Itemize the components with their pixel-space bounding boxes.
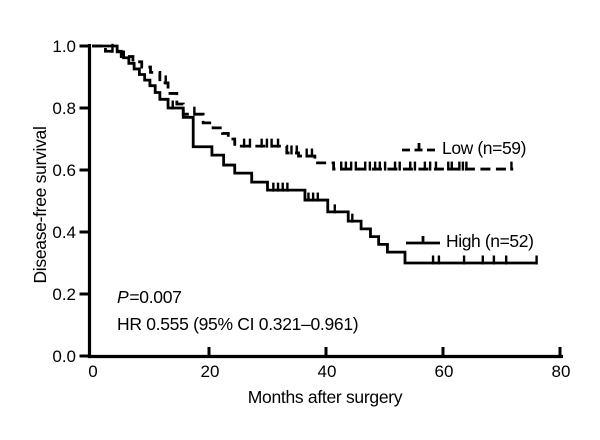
svg-text:1.0: 1.0: [52, 37, 76, 56]
solid-line-sample-icon: [406, 235, 440, 244]
legend-high-label: High (n=52): [446, 231, 534, 251]
p-value-text: P=0.007: [117, 284, 358, 311]
svg-text:0.6: 0.6: [52, 161, 76, 180]
svg-text:0.8: 0.8: [52, 99, 76, 118]
hazard-ratio-text: HR 0.555 (95% CI 0.321–0.961): [117, 314, 359, 334]
p-symbol: P: [117, 287, 129, 307]
legend-low-label: Low (n=59): [442, 138, 527, 158]
svg-text:0.2: 0.2: [52, 285, 76, 304]
y-axis-title: Disease-free survival: [30, 126, 50, 284]
dashed-line-sample-icon: [402, 142, 436, 151]
p-value: =0.007: [129, 287, 182, 307]
svg-text:40: 40: [318, 362, 337, 381]
svg-text:80: 80: [552, 362, 571, 381]
svg-text:60: 60: [435, 362, 454, 381]
svg-text:0: 0: [88, 362, 97, 381]
legend-high-series: High (n=52): [405, 231, 534, 252]
svg-text:20: 20: [201, 362, 220, 381]
svg-text:0.4: 0.4: [52, 223, 76, 242]
svg-text:0.0: 0.0: [52, 347, 76, 366]
legend-low-series: Low (n=59): [401, 138, 526, 159]
x-axis-title: Months after surgery: [247, 387, 403, 407]
stats-annotation: P=0.007 HR 0.555 (95% CI 0.321–0.961): [117, 284, 359, 338]
